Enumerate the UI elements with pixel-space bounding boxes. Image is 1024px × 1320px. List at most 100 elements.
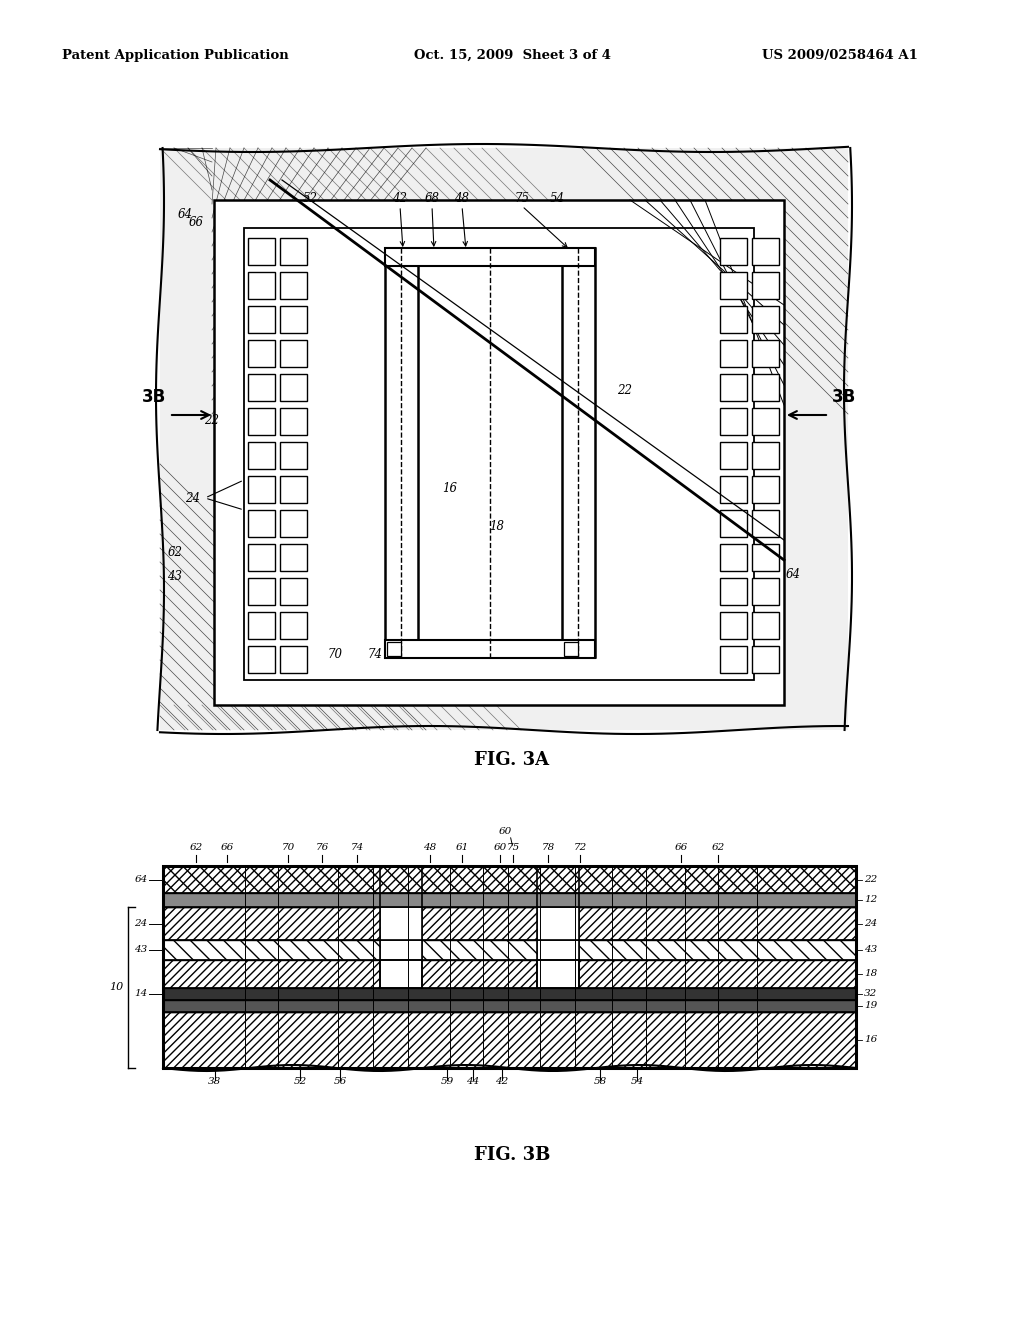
Text: 72: 72 xyxy=(573,842,587,851)
Text: 22: 22 xyxy=(205,413,219,426)
Bar xyxy=(752,442,779,469)
Bar xyxy=(752,306,779,333)
Bar xyxy=(248,408,275,436)
Text: 18: 18 xyxy=(864,969,878,978)
Bar xyxy=(385,248,595,267)
Bar xyxy=(752,645,779,673)
Bar xyxy=(248,645,275,673)
Bar xyxy=(720,510,746,537)
Bar xyxy=(244,228,754,680)
Text: 61: 61 xyxy=(456,842,469,851)
Bar xyxy=(163,866,856,894)
Text: 76: 76 xyxy=(315,842,329,851)
Text: 42: 42 xyxy=(496,1077,509,1086)
Text: 58: 58 xyxy=(593,1077,606,1086)
Text: 43: 43 xyxy=(134,945,147,954)
Bar xyxy=(720,477,746,503)
Bar xyxy=(248,238,275,265)
Bar xyxy=(752,477,779,503)
Text: Oct. 15, 2009  Sheet 3 of 4: Oct. 15, 2009 Sheet 3 of 4 xyxy=(414,49,610,62)
Bar xyxy=(280,442,307,469)
Bar xyxy=(248,442,275,469)
Text: 48: 48 xyxy=(455,191,469,205)
Text: 66: 66 xyxy=(675,842,688,851)
Text: 42: 42 xyxy=(392,191,408,205)
Bar xyxy=(720,374,746,401)
Text: 38: 38 xyxy=(208,1077,221,1086)
Text: 64: 64 xyxy=(785,568,801,581)
Bar xyxy=(248,544,275,572)
Bar xyxy=(280,477,307,503)
Bar xyxy=(752,272,779,300)
Bar xyxy=(248,306,275,333)
Bar xyxy=(720,238,746,265)
Text: 66: 66 xyxy=(759,552,773,565)
Bar xyxy=(248,510,275,537)
Text: 75: 75 xyxy=(514,191,529,205)
Bar xyxy=(248,272,275,300)
Bar xyxy=(280,510,307,537)
Bar xyxy=(280,408,307,436)
Text: 75: 75 xyxy=(507,842,519,851)
Text: 43: 43 xyxy=(168,570,182,583)
Bar xyxy=(280,341,307,367)
Bar xyxy=(385,248,418,657)
Bar xyxy=(163,866,856,1068)
Bar xyxy=(720,645,746,673)
Text: 74: 74 xyxy=(350,842,364,851)
Bar xyxy=(163,960,856,987)
Text: 22: 22 xyxy=(864,875,878,884)
Text: 16: 16 xyxy=(864,1035,878,1044)
Bar xyxy=(720,306,746,333)
Bar xyxy=(564,642,578,656)
Bar xyxy=(387,642,401,656)
Text: Patent Application Publication: Patent Application Publication xyxy=(61,49,289,62)
Text: 32: 32 xyxy=(864,990,878,998)
Bar xyxy=(248,374,275,401)
Bar xyxy=(752,238,779,265)
Text: US 2009/0258464 A1: US 2009/0258464 A1 xyxy=(762,49,918,62)
Text: 24: 24 xyxy=(864,919,878,928)
Bar xyxy=(163,894,856,907)
Bar xyxy=(163,1012,856,1068)
Bar xyxy=(720,442,746,469)
Bar xyxy=(380,907,422,940)
Text: 74: 74 xyxy=(368,648,383,661)
Text: 18: 18 xyxy=(489,520,505,533)
Bar xyxy=(280,238,307,265)
Bar xyxy=(752,374,779,401)
Text: 59: 59 xyxy=(440,1077,454,1086)
Text: 62: 62 xyxy=(168,545,182,558)
Text: 54: 54 xyxy=(550,191,564,205)
Text: 44: 44 xyxy=(466,1077,479,1086)
Bar xyxy=(248,477,275,503)
Text: 70: 70 xyxy=(282,842,295,851)
Text: 64: 64 xyxy=(177,209,193,222)
Text: 66: 66 xyxy=(188,215,204,228)
Bar xyxy=(752,544,779,572)
Bar xyxy=(280,374,307,401)
Text: FIG. 3B: FIG. 3B xyxy=(474,1146,550,1164)
Bar xyxy=(280,272,307,300)
Text: 3B: 3B xyxy=(831,388,856,407)
Text: 12: 12 xyxy=(864,895,878,904)
Bar xyxy=(720,272,746,300)
Bar xyxy=(720,341,746,367)
Bar xyxy=(537,960,579,987)
Bar xyxy=(752,612,779,639)
Text: 70: 70 xyxy=(328,648,342,661)
Text: 3B: 3B xyxy=(142,388,166,407)
Bar xyxy=(752,341,779,367)
Bar xyxy=(380,940,422,960)
Bar xyxy=(248,578,275,605)
Text: 48: 48 xyxy=(423,842,436,851)
Bar xyxy=(385,640,595,657)
Bar xyxy=(537,940,579,960)
Bar xyxy=(752,408,779,436)
Text: 43: 43 xyxy=(864,945,878,954)
Text: 64: 64 xyxy=(134,875,147,884)
Bar xyxy=(163,987,856,1001)
Text: 54: 54 xyxy=(631,1077,644,1086)
Text: 62: 62 xyxy=(712,842,725,851)
Text: 78: 78 xyxy=(542,842,555,851)
